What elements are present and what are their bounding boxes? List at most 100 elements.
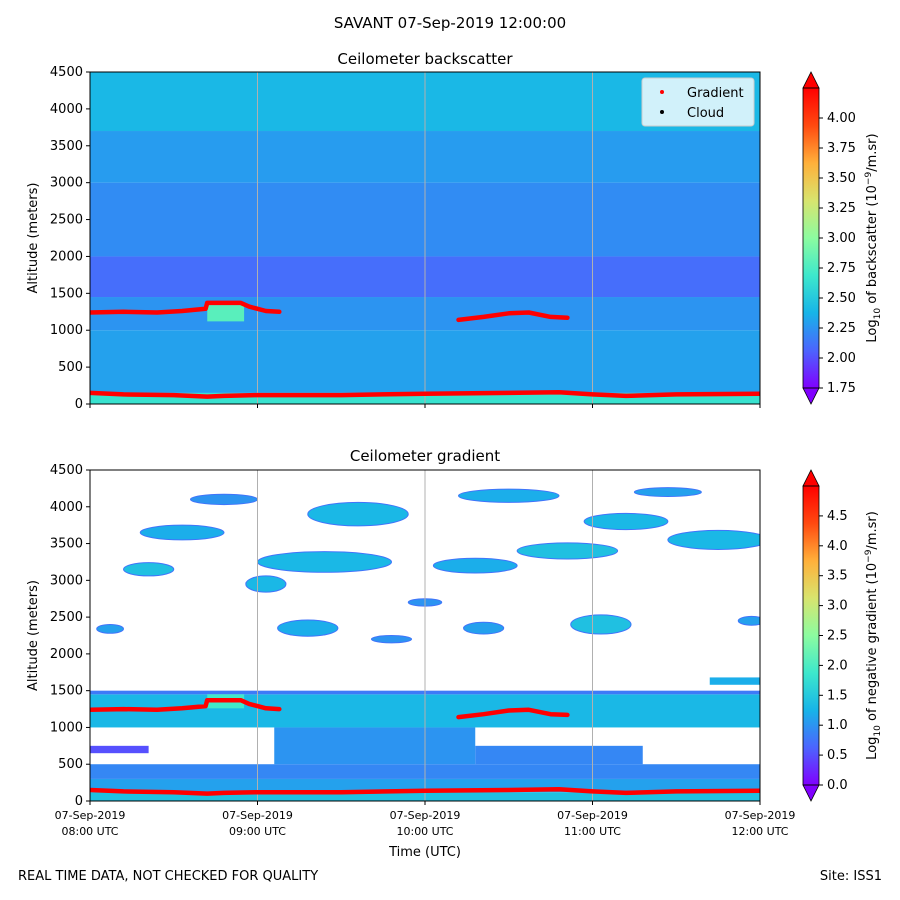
heatmap-patch	[274, 727, 476, 765]
y-tick-label: 2500	[50, 610, 83, 625]
gradient-series	[456, 310, 570, 323]
cloud-layer	[516, 542, 619, 560]
colorbar	[803, 88, 819, 388]
legend-entry: Gradient	[687, 86, 744, 101]
colorbar-tick-label: 4.00	[827, 111, 856, 126]
gradient-series	[456, 707, 570, 720]
colorbar-tick-label: 2.25	[827, 321, 856, 336]
heatmap-patch	[475, 745, 643, 765]
y-tick-label: 1500	[50, 286, 83, 301]
legend-gradient-marker	[660, 90, 664, 94]
x-tick-label-time: 12:00 UTC	[731, 825, 788, 838]
gradient-series	[90, 389, 760, 399]
cloud-layer	[123, 562, 175, 577]
legend-entry: Cloud	[687, 106, 724, 121]
y-tick-label: 4000	[50, 500, 83, 515]
cloud-layer	[570, 614, 632, 635]
x-tick-label-date: 07-Sep-2019	[55, 809, 126, 822]
cloud-layer	[139, 524, 225, 541]
y-axis-label: Altitude (meters)	[26, 580, 41, 691]
y-tick-label: 2000	[50, 249, 83, 264]
heatmap-patch	[90, 745, 149, 754]
colorbar-label: Log10 of negative gradient (10−9/m.sr)	[864, 511, 883, 760]
y-axis-label: Altitude (meters)	[26, 183, 41, 294]
y-tick-label: 3500	[50, 139, 83, 154]
x-tick-label-date: 07-Sep-2019	[390, 809, 461, 822]
legend: Gradient Cloud	[641, 77, 755, 127]
backscatter-panel: Ceilometer backscatter 0 500 1000 1500 2000 25…	[26, 50, 883, 412]
y-tick-label: 0	[75, 794, 83, 809]
cloud-layer	[633, 487, 702, 497]
cloud-layer	[96, 623, 124, 634]
cloud-layer	[583, 512, 669, 531]
y-tick-label: 0	[75, 397, 83, 412]
heatmap-patch	[207, 302, 245, 322]
cloud-layer	[307, 501, 409, 527]
y-tick-label: 500	[58, 360, 83, 375]
cloud-layer	[432, 557, 518, 574]
y-tick-label: 3000	[50, 573, 83, 588]
y-tick-label: 3500	[50, 537, 83, 552]
panel-title: Ceilometer gradient	[350, 447, 500, 465]
cloud-layer	[190, 493, 258, 506]
y-tick-label: 1000	[50, 720, 83, 735]
y-tick-label: 4500	[50, 65, 83, 80]
cloud-layer	[245, 575, 287, 593]
colorbar-tick-label: 2.00	[827, 351, 856, 366]
colorbar-tick-label: 2.5	[827, 629, 848, 644]
y-tick-label: 1000	[50, 323, 83, 338]
y-tick-label: 4000	[50, 102, 83, 117]
colorbar-tick-label: 3.75	[827, 141, 856, 156]
cloud-layer	[257, 551, 392, 573]
site-label: Site: ISS1	[819, 869, 882, 884]
colorbar-tick-label: 2.50	[827, 291, 856, 306]
cloud-layer	[370, 635, 413, 644]
x-tick-label-time: 11:00 UTC	[564, 825, 621, 838]
legend-cloud-marker	[660, 110, 664, 114]
colorbar-tick-label: 3.5	[827, 569, 848, 584]
colorbar-tick-label: 3.00	[827, 231, 856, 246]
y-tick-label: 3000	[50, 176, 83, 191]
colorbar-tick-label: 0.5	[827, 748, 848, 763]
colorbar	[803, 486, 819, 785]
x-tick-label-date: 07-Sep-2019	[222, 809, 293, 822]
colorbar-tick-label: 1.5	[827, 688, 848, 703]
colorbar-extend-max	[802, 469, 820, 487]
gradient-panel: Ceilometer gradient 0 500 1000 1500 2000 2500 3…	[26, 447, 883, 860]
y-tick-label: 4500	[50, 463, 83, 478]
x-tick-label-time: 08:00 UTC	[61, 825, 118, 838]
x-tick-label-date: 07-Sep-2019	[557, 809, 628, 822]
y-tick-label: 1500	[50, 684, 83, 699]
cloud-layer	[737, 615, 760, 626]
cloud-layer	[463, 621, 505, 635]
colorbar-tick-label: 4.5	[827, 509, 848, 524]
x-tick-label-date: 07-Sep-2019	[725, 809, 796, 822]
figure-title: SAVANT 07-Sep-2019 12:00:00	[333, 14, 567, 32]
colorbar-extend-min	[802, 784, 820, 802]
gradient-series	[90, 786, 760, 796]
colorbar-tick-label: 3.50	[827, 171, 856, 186]
colorbar-tick-label: 4.0	[827, 539, 848, 554]
plot-area	[90, 470, 760, 801]
panel-title: Ceilometer backscatter	[337, 50, 513, 68]
colorbar-extend-max	[802, 71, 820, 89]
colorbar-tick-label: 2.0	[827, 658, 848, 673]
y-tick-label: 2000	[50, 647, 83, 662]
x-tick-label-time: 10:00 UTC	[396, 825, 453, 838]
x-tick-label-time: 09:00 UTC	[229, 825, 286, 838]
cloud-layer	[277, 619, 339, 637]
cloud-layer	[667, 529, 760, 550]
gradient-series	[90, 300, 282, 315]
x-axis-label: Time (UTC)	[388, 845, 461, 860]
colorbar-tick-label: 1.0	[827, 718, 848, 733]
y-tick-label: 500	[58, 757, 83, 772]
colorbar-tick-label: 3.0	[827, 599, 848, 614]
gradient-series	[90, 697, 282, 713]
colorbar-tick-label: 0.0	[827, 778, 848, 793]
colorbar-tick-label: 3.25	[827, 201, 856, 216]
colorbar-extend-min	[802, 387, 820, 405]
legend-box	[641, 77, 755, 127]
heatmap-patch	[709, 677, 760, 685]
colorbar-tick-label: 2.75	[827, 261, 856, 276]
